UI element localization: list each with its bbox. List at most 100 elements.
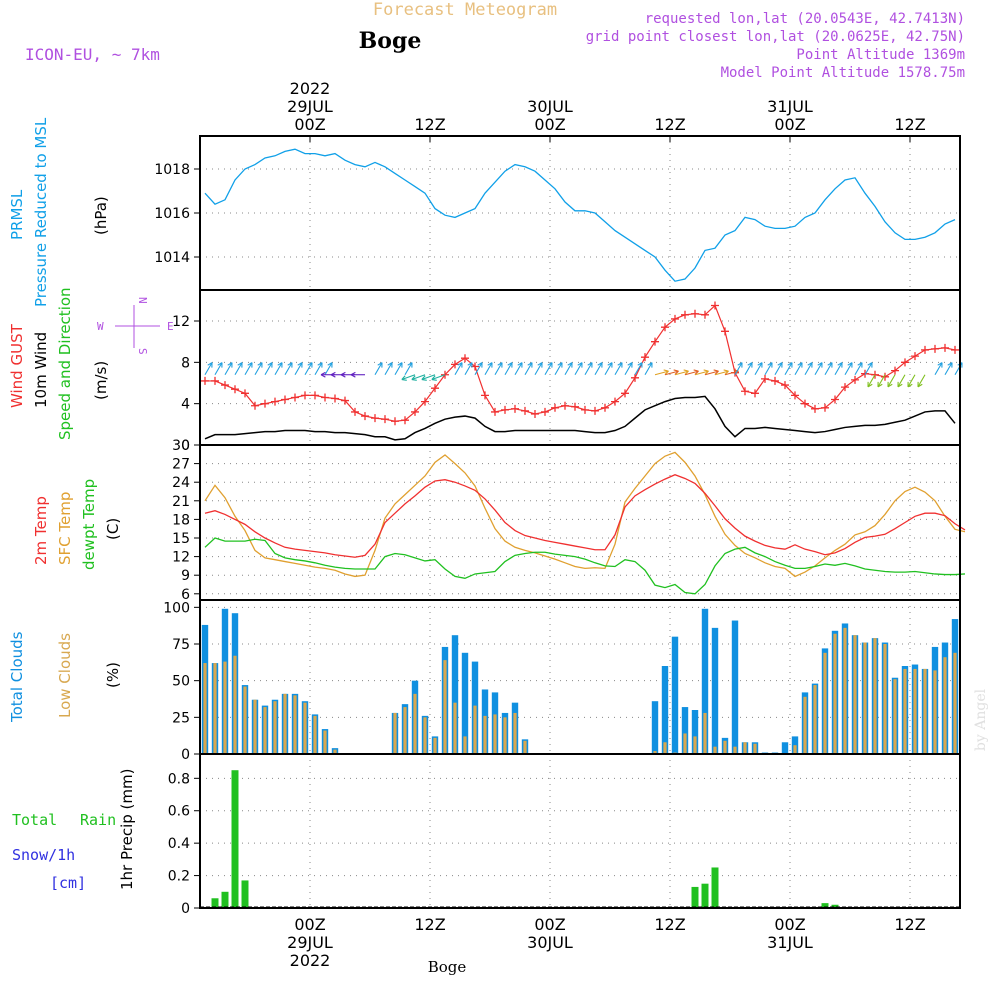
wind-direction-arrow bbox=[794, 362, 803, 376]
wind-arrow-head bbox=[217, 362, 223, 368]
wind-arrow-head bbox=[330, 371, 336, 378]
wind-direction-arrow bbox=[804, 362, 813, 376]
gust-marker bbox=[651, 337, 659, 346]
gust-marker bbox=[221, 381, 229, 390]
y-tick-label: 0.2 bbox=[168, 869, 190, 885]
gust-marker bbox=[301, 391, 309, 400]
low-cloud-bar bbox=[203, 663, 207, 754]
wind-arrow-head bbox=[397, 362, 403, 368]
dewpt-line bbox=[204, 537, 966, 595]
gust-marker bbox=[501, 405, 509, 414]
wind-arrow-head bbox=[237, 362, 243, 368]
gust-marker bbox=[781, 381, 789, 390]
low-cloud-bar bbox=[513, 712, 517, 754]
low-cloud-bar bbox=[293, 695, 297, 754]
wind-direction-arrow bbox=[474, 362, 483, 376]
gust-marker bbox=[801, 399, 809, 408]
y-tick-label: 27 bbox=[172, 457, 190, 473]
wind-direction-arrow bbox=[614, 362, 623, 376]
y-tick-label: 12 bbox=[172, 550, 190, 566]
gust-marker bbox=[411, 407, 419, 416]
gust-marker bbox=[541, 407, 549, 416]
time-label-top: 00Z bbox=[294, 115, 325, 134]
gust-marker bbox=[601, 403, 609, 412]
gust-marker bbox=[921, 345, 929, 354]
compass-east: E bbox=[167, 320, 174, 333]
time-label-bottom: 29JUL bbox=[287, 933, 333, 952]
wind-arrow-head bbox=[297, 362, 303, 368]
wind-arrow-head bbox=[517, 362, 523, 368]
low-cloud-bar bbox=[233, 655, 237, 754]
wind-arrow-head bbox=[867, 362, 873, 368]
wind-arrow-head bbox=[320, 371, 326, 378]
prmsl-label: PRMSL bbox=[8, 189, 26, 240]
panel-temperature: 6 9 12 15 18 21 24 27 30 bbox=[172, 438, 966, 603]
wind-direction-arrow bbox=[814, 362, 823, 376]
gust-marker bbox=[391, 417, 399, 426]
gust-marker bbox=[281, 395, 289, 404]
pressure-labels: PRMSL Pressure Reduced to MSL (hPa) bbox=[8, 117, 110, 307]
total-clouds-label: Total Clouds bbox=[8, 631, 26, 723]
wind-direction-arrow bbox=[704, 370, 719, 376]
wind-arrow-head bbox=[477, 362, 483, 368]
gust-marker bbox=[871, 370, 879, 379]
compass-rose: W E N S bbox=[97, 297, 174, 355]
sfc-temp-line bbox=[204, 451, 966, 578]
gust-marker bbox=[931, 344, 939, 353]
wind-direction-arrow bbox=[744, 362, 753, 376]
gust-marker bbox=[911, 352, 919, 361]
total-cloud-bar bbox=[671, 636, 679, 754]
gust-marker bbox=[901, 358, 909, 367]
y-tick-label: 100 bbox=[163, 600, 190, 616]
wind-direction-arrow bbox=[504, 362, 513, 376]
low-cloud-bar bbox=[843, 627, 847, 754]
time-label-bottom: 12Z bbox=[414, 915, 445, 934]
wind-direction-arrow bbox=[654, 370, 669, 376]
low-cloud-bar bbox=[953, 652, 957, 754]
wind-arrow-head bbox=[467, 362, 473, 368]
gust-marker bbox=[891, 366, 899, 375]
wind-direction-arrow bbox=[404, 362, 413, 376]
temp-dewpt-label: dewpt Temp bbox=[80, 479, 98, 570]
time-label-bottom: 00Z bbox=[774, 915, 805, 934]
wind-arrow-head bbox=[327, 362, 333, 368]
y-tick-label: 6 bbox=[181, 587, 190, 603]
wind-direction-arrow bbox=[897, 374, 906, 388]
gust-marker bbox=[681, 310, 689, 319]
low-cloud-bar bbox=[463, 736, 467, 754]
wind-arrow-head bbox=[887, 381, 893, 388]
low-cloud-bar bbox=[303, 702, 307, 754]
time-label-bottom: 2022 bbox=[290, 951, 331, 970]
y-tick-label: 0 bbox=[181, 438, 190, 454]
wind-direction-arrow bbox=[431, 374, 446, 381]
total-cloud-bar bbox=[701, 608, 709, 754]
wind-direction-arrow bbox=[314, 362, 323, 376]
time-label-top: 31JUL bbox=[767, 97, 813, 116]
total-cloud-bar bbox=[651, 701, 659, 754]
wind-arrow-head bbox=[307, 362, 313, 368]
wind-arrow-head bbox=[673, 369, 679, 375]
wind-direction-arrow bbox=[917, 374, 926, 388]
wind-direction-arrow bbox=[374, 362, 383, 376]
wind-arrow-head bbox=[317, 362, 323, 368]
y-tick-label: 12 bbox=[172, 314, 190, 330]
compass-north: N bbox=[136, 297, 149, 304]
wind-direction-arrow bbox=[464, 362, 473, 376]
gust-marker bbox=[461, 354, 469, 363]
temp-2m-line bbox=[204, 474, 966, 558]
panel-precip: 0 0.2 0.4 0.6 0.8 bbox=[168, 753, 961, 917]
wind-arrow-head bbox=[663, 369, 669, 375]
wind-arrow-head bbox=[723, 369, 729, 375]
gust-marker bbox=[621, 389, 629, 398]
wind-direction-arrow bbox=[214, 362, 223, 376]
panel-prmsl: 1014 1016 1018 bbox=[154, 135, 961, 291]
requested-coords: requested lon,lat (20.0543E, 42.7413N) bbox=[645, 11, 965, 27]
pressure-line bbox=[204, 148, 956, 282]
wind-direction-arrow bbox=[694, 370, 709, 376]
wind-direction-arrow bbox=[514, 362, 523, 376]
gust-marker bbox=[701, 310, 709, 319]
wind-direction-arrow bbox=[834, 362, 843, 376]
y-tick-label: 75 bbox=[172, 637, 190, 653]
gust-marker bbox=[491, 407, 499, 416]
